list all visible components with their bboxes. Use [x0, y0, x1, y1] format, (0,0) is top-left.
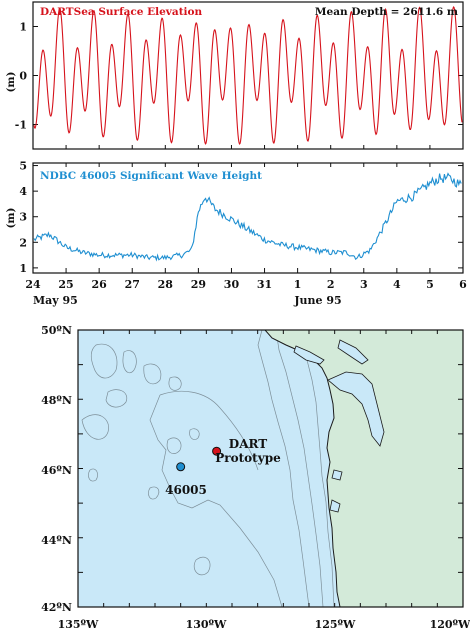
ndbc-x-tick-label: 24 — [25, 278, 41, 291]
seamount-contour — [90, 343, 118, 379]
lon-label-125w: 125ºW — [315, 618, 356, 631]
lat-label-44n: 44ºN — [41, 534, 72, 547]
ndbc-station-label: 46005 — [165, 483, 207, 497]
ndbc-x-axis: 24 25 26 27 28 29 30 31 1 2 3 4 5 6 — [25, 163, 467, 291]
seamount-contour — [143, 363, 162, 385]
ndbc-x-tick-label: 2 — [327, 278, 335, 291]
month-label-june: June 95 — [293, 294, 341, 307]
ndbc-y-tick-label: 5 — [19, 160, 27, 173]
ndbc-x-tick-label: 6 — [459, 278, 467, 291]
seamount-contour — [166, 437, 182, 454]
puget-sound — [327, 371, 385, 447]
willapa-bay — [329, 499, 341, 513]
lon-label-130w: 130ºW — [186, 618, 227, 631]
grays-harbor — [331, 469, 343, 481]
ndbc-series-line — [33, 172, 462, 262]
dart-y-axis-label: (m) — [5, 71, 17, 92]
ndbc-y-tick-label: 1 — [19, 262, 27, 275]
ndbc-y-tick-label: 3 — [19, 211, 27, 224]
ndbc-x-tick-label: 3 — [360, 278, 368, 291]
dart-panel: 1 0 -1 (m) DARTSea Surface Elevation Mean … — [5, 1, 464, 150]
contour-line — [304, 329, 335, 608]
dart-title: DARTSea Surface Elevation — [40, 6, 203, 18]
ndbc-title: NDBC 46005 Significant Wave Height — [40, 170, 262, 182]
lat-label-50n: 50ºN — [41, 324, 72, 337]
lon-label-120w: 120ºW — [430, 618, 470, 631]
ndbc-panel: 5 4 3 2 1 (m) NDBC 46005 Significant Wave He… — [5, 160, 467, 307]
ndbc-x-tick-label: 25 — [58, 278, 73, 291]
dart-station-marker — [212, 446, 222, 456]
mean-depth-annotation: Mean Depth = 2611.6 m — [315, 6, 458, 18]
contour-line — [275, 329, 324, 608]
seamount-contour — [88, 468, 98, 482]
ndbc-x-tick-label: 29 — [191, 278, 206, 291]
lat-label-48n: 48ºN — [41, 394, 72, 407]
seamount-contour — [105, 389, 128, 408]
contour-line — [159, 390, 259, 471]
seamount-contour — [148, 486, 160, 500]
ndbc-y-axis-label: (m) — [5, 207, 17, 228]
ndbc-y-tick-label: 4 — [19, 185, 27, 198]
ndbc-x-tick-label: 31 — [257, 278, 272, 291]
coastal-waterways — [293, 339, 385, 513]
bathymetry-contours — [81, 329, 335, 608]
ndbc-x-tick-label: 27 — [125, 278, 140, 291]
map-ticks — [77, 329, 464, 608]
ndbc-station-marker — [176, 462, 186, 472]
contour-line — [149, 394, 283, 608]
ndbc-x-tick-label: 26 — [91, 278, 107, 291]
dart-station-label-line2: Prototype — [215, 451, 281, 465]
juan-de-fuca-strait — [293, 345, 325, 365]
ndbc-y-axis: 5 4 3 2 1 — [19, 160, 463, 275]
month-label-may: May 95 — [33, 294, 78, 307]
seamount-contour — [122, 350, 137, 374]
ndbc-x-tick-label: 28 — [158, 278, 174, 291]
map-panel: 50ºN 48ºN 46ºN 44ºN 42ºN 135ºW 130ºW 125… — [41, 324, 470, 631]
strait-of-georgia — [337, 339, 369, 365]
seamount-contour — [189, 428, 200, 440]
dart-station-label-line1: DART — [229, 437, 267, 451]
dart-series-line — [33, 6, 463, 145]
seamount-contour — [168, 376, 182, 391]
lon-label-135w: 135ºW — [58, 618, 99, 631]
lat-label-42n: 42ºN — [41, 601, 72, 614]
dart-y-axis: 1 0 -1 — [15, 21, 464, 149]
ndbc-x-tick-label: 1 — [294, 278, 302, 291]
dart-y-tick-label: -1 — [15, 119, 27, 132]
ndbc-x-tick-label: 5 — [426, 278, 434, 291]
seamount-contour — [193, 556, 211, 576]
dart-y-tick-label: 0 — [19, 70, 27, 83]
ndbc-x-tick-label: 4 — [393, 278, 401, 291]
ndbc-x-tick-label: 30 — [224, 278, 240, 291]
lat-label-46n: 46ºN — [41, 464, 72, 477]
contour-line — [257, 329, 310, 608]
dart-y-tick-label: 1 — [19, 21, 27, 34]
ndbc-plot-frame — [32, 162, 464, 274]
ndbc-y-tick-label: 2 — [19, 236, 27, 249]
